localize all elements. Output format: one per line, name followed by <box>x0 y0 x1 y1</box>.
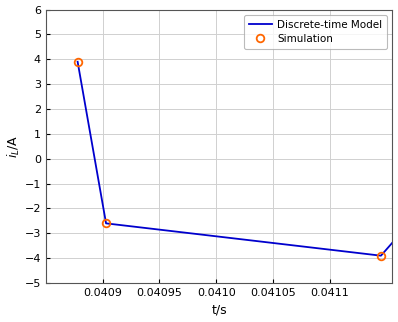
Discrete-time Model <box>103 222 108 225</box>
Simulation <box>378 254 383 258</box>
Simulation <box>75 60 80 64</box>
X-axis label: t/s: t/s <box>211 303 227 317</box>
Line: Simulation: Simulation <box>74 58 398 260</box>
Discrete-time Model <box>75 60 80 64</box>
Line: Discrete-time Model: Discrete-time Model <box>78 62 398 256</box>
Legend: Discrete-time Model, Simulation: Discrete-time Model, Simulation <box>244 15 387 49</box>
Simulation <box>103 222 108 225</box>
Discrete-time Model <box>378 254 383 258</box>
Y-axis label: $i_L$/A: $i_L$/A <box>6 135 21 158</box>
